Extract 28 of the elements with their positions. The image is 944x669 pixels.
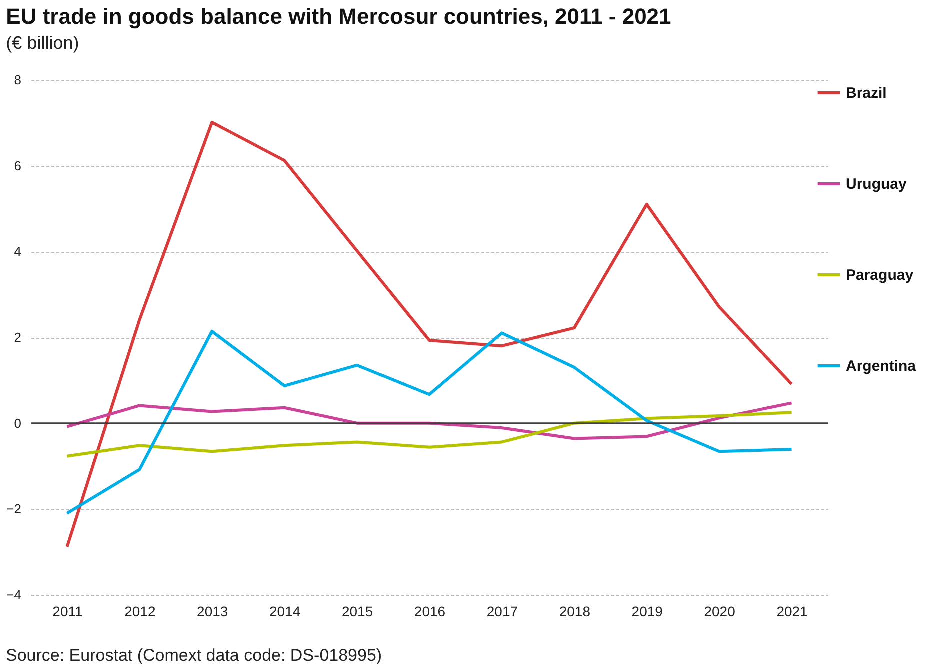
x-tick-label: 2011 bbox=[52, 604, 83, 620]
x-tick-label: 2012 bbox=[124, 604, 156, 620]
x-tick-label: 2020 bbox=[704, 604, 736, 620]
x-tick-label: 2021 bbox=[776, 604, 808, 620]
y-tick-label: −4 bbox=[6, 588, 22, 602]
x-tick-label: 2017 bbox=[486, 604, 518, 620]
y-tick-label: 0 bbox=[14, 416, 22, 431]
x-tick-label: 2014 bbox=[270, 604, 301, 620]
x-tick-label: 2013 bbox=[197, 604, 228, 620]
line-series bbox=[66, 120, 794, 548]
y-tick-label: −2 bbox=[6, 502, 22, 517]
line-series bbox=[66, 330, 794, 515]
legend-label: Brazil bbox=[846, 85, 887, 102]
x-tick-label: 2018 bbox=[559, 604, 591, 620]
legend-label: Uruguay bbox=[846, 176, 908, 193]
y-tick-label: 4 bbox=[14, 244, 22, 260]
line-series bbox=[66, 411, 794, 458]
legend-label: Paraguay bbox=[846, 267, 914, 284]
x-tick-label: 2016 bbox=[414, 604, 446, 620]
source-note: Source: Eurostat (Comext data code: DS-018995) bbox=[6, 646, 382, 666]
y-tick-label: 8 bbox=[14, 72, 22, 88]
legend-label: Argentina bbox=[846, 358, 917, 375]
chart-title: EU trade in goods balance with Mercosur countries, 2011 - 2021 bbox=[6, 4, 672, 29]
x-tick-label: 2015 bbox=[342, 604, 374, 620]
y-tick-label: 2 bbox=[14, 330, 22, 345]
chart-subtitle: (€ billion) bbox=[6, 33, 80, 53]
y-tick-label: 6 bbox=[14, 158, 22, 174]
x-tick-label: 2019 bbox=[632, 604, 664, 620]
